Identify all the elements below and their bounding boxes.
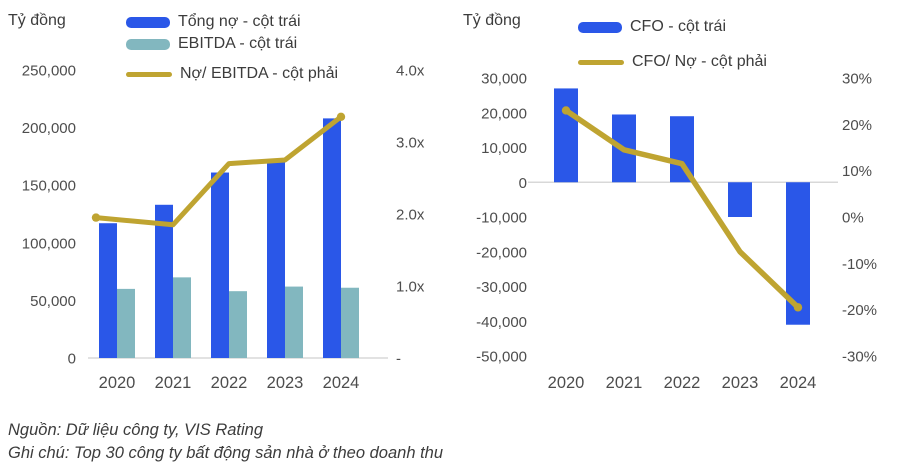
legend-item-ebitda: EBITDA - cột trái xyxy=(126,34,338,54)
right-chart-legend: CFO - cột trái CFO/ Nợ - cột phải xyxy=(578,17,767,72)
right-axis-tick: -10% xyxy=(842,256,877,273)
source-note: Nguồn: Dữ liệu công ty, VIS Rating Ghi c… xyxy=(8,419,443,465)
legend-swatch-gold-line-icon xyxy=(126,71,172,77)
right-axis-tick: 0% xyxy=(842,210,864,227)
right-axis-tick: 10% xyxy=(842,163,872,180)
left-axis-tick: 150,000 xyxy=(22,178,76,195)
left-axis-tick: 100,000 xyxy=(22,235,76,252)
left-axis-tick: -20,000 xyxy=(476,244,527,261)
legend-label: CFO/ Nợ - cột phải xyxy=(632,53,767,70)
right-axis-tick: 3.0x xyxy=(396,135,425,152)
x-axis-label: 2021 xyxy=(155,374,192,392)
x-axis-label: 2020 xyxy=(99,374,136,392)
bar xyxy=(99,223,117,358)
legend-swatch-blue-bar-icon xyxy=(578,21,622,33)
left-axis-tick: 30,000 xyxy=(481,71,527,88)
line-endpoint-marker xyxy=(561,106,571,115)
bar xyxy=(155,204,173,358)
bar xyxy=(554,88,578,183)
left-axis-tick: 0 xyxy=(68,351,76,368)
x-axis-label: 2024 xyxy=(323,374,360,392)
line-endpoint-marker xyxy=(336,112,346,122)
legend-label: EBITDA - cột trái xyxy=(178,35,298,52)
legend-swatch-blue-bar-icon xyxy=(126,16,170,28)
bar xyxy=(728,182,752,217)
right-axis-tick: 4.0x xyxy=(396,63,425,80)
x-axis-label: 2022 xyxy=(211,374,248,392)
left-axis-tick: -30,000 xyxy=(476,279,527,296)
bar xyxy=(211,172,229,358)
left-axis-tick: -50,000 xyxy=(476,349,527,366)
debt-ebitda-chart-canvas: 250,000 200,000 150,000 100,000 50,000 0 4.0x 3… xyxy=(22,63,425,393)
right-axis-tick: 30% xyxy=(842,71,872,88)
ratio-line xyxy=(93,114,344,228)
right-axis-tick: 20% xyxy=(842,117,872,134)
ratio-line xyxy=(563,107,801,311)
legend-item-tong-no: Tổng nợ - cột trái xyxy=(126,12,338,32)
right-axis-tick: 2.0x xyxy=(396,207,425,224)
bar xyxy=(173,277,191,358)
left-chart-legend: Tổng nợ - cột trái EBITDA - cột trái Nợ/… xyxy=(126,12,338,84)
x-axis-label: 2023 xyxy=(722,374,759,392)
x-axis-label: 2022 xyxy=(664,374,701,392)
right-axis-tick: -30% xyxy=(842,349,877,366)
left-axis-tick: -10,000 xyxy=(476,210,527,227)
left-axis-tick: 250,000 xyxy=(22,63,76,80)
legend-item-cfo: CFO - cột trái xyxy=(578,17,767,37)
x-axis-label: 2023 xyxy=(267,374,304,392)
source-line: Nguồn: Dữ liệu công ty, VIS Rating xyxy=(8,421,264,439)
x-axis-label: 2021 xyxy=(606,374,643,392)
bar xyxy=(285,286,303,358)
right-axis-tick: 1.0x xyxy=(396,279,425,296)
legend-item-no-ebitda: Nợ/ EBITDA - cột phải xyxy=(126,64,338,84)
left-axis-tick: 20,000 xyxy=(481,105,527,122)
left-axis-tick: 50,000 xyxy=(30,293,76,310)
legend-item-cfo-no: CFO/ Nợ - cột phải xyxy=(578,52,767,72)
left-axis-tick: 200,000 xyxy=(22,120,76,137)
left-axis-tick: 0 xyxy=(519,175,527,192)
bar xyxy=(323,118,341,358)
legend-swatch-teal-bar-icon xyxy=(126,38,170,50)
bar xyxy=(267,162,285,358)
right-chart-axis-title: Tỷ đồng xyxy=(463,12,521,29)
legend-label: CFO - cột trái xyxy=(630,18,727,35)
note-line: Ghi chú: Top 30 công ty bất động sản nhà… xyxy=(8,444,444,462)
bar xyxy=(341,287,359,358)
left-chart-axis-title: Tỷ đồng xyxy=(8,12,66,29)
right-axis-tick: -20% xyxy=(842,302,877,319)
bar xyxy=(117,288,135,358)
left-axis-tick: 10,000 xyxy=(481,140,527,157)
bar xyxy=(229,291,247,358)
right-axis-tick: - xyxy=(396,351,401,368)
x-axis-label: 2020 xyxy=(548,374,585,392)
left-axis-tick: -40,000 xyxy=(476,314,527,331)
cfo-chart-canvas: 30,000 20,000 10,000 0 -10,000 -20,000 -30,000… xyxy=(476,71,877,393)
line-endpoint-marker xyxy=(91,213,101,222)
legend-label: Tổng nợ - cột trái xyxy=(178,13,301,30)
legend-swatch-gold-line-icon xyxy=(578,59,624,65)
legend-label: Nợ/ EBITDA - cột phải xyxy=(180,65,339,82)
x-axis-label: 2024 xyxy=(780,374,817,392)
line-endpoint-marker xyxy=(793,303,803,312)
